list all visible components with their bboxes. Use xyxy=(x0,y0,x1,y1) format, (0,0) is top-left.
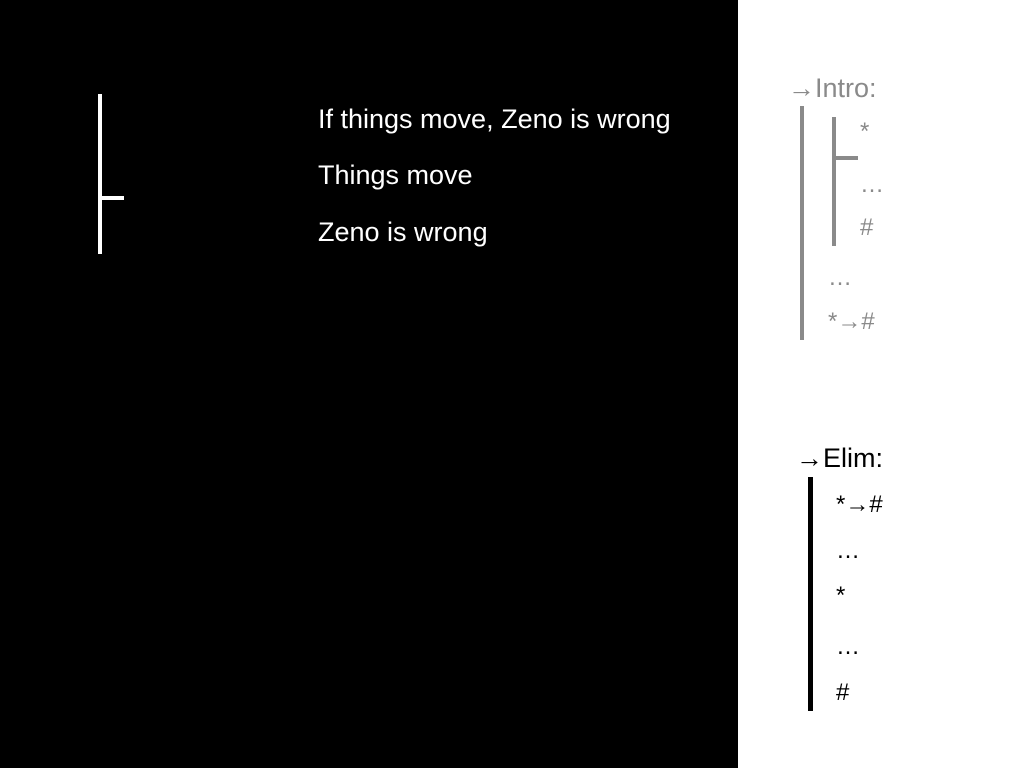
proof-line-premise-2: Things move xyxy=(318,160,473,190)
proof-line-premise-1: If things move, Zeno is wrong xyxy=(318,104,671,134)
intro-outer-line-2: *→# xyxy=(828,308,875,335)
rules-panel: →Intro: * … # … *→# →Elim: *→# … * … # xyxy=(738,0,1024,768)
proof-panel: If things move, Zeno is wrong Things mov… xyxy=(98,94,671,254)
elim-line-2: … xyxy=(836,537,860,564)
elim-line-3: * xyxy=(836,582,846,609)
intro-inner-bar xyxy=(832,117,836,246)
intro-inner-divider xyxy=(832,156,858,160)
elim-bar xyxy=(808,477,813,711)
intro-inner-line-1: * xyxy=(860,118,870,145)
proof-premise-divider xyxy=(98,196,124,200)
intro-rule-heading: →Intro: xyxy=(788,73,877,103)
proof-vertical-bar xyxy=(98,94,102,254)
elim-line-4: … xyxy=(836,633,860,660)
intro-inner-line-3: # xyxy=(860,214,874,241)
elim-line-5: # xyxy=(836,679,850,706)
elim-line-1: *→# xyxy=(836,491,883,518)
proof-line-conclusion: Zeno is wrong xyxy=(318,217,488,247)
intro-outer-line-1: … xyxy=(828,264,852,291)
elim-rule-heading: →Elim: xyxy=(796,443,883,473)
intro-inner-line-2: … xyxy=(860,171,884,198)
intro-outer-bar xyxy=(800,106,804,340)
